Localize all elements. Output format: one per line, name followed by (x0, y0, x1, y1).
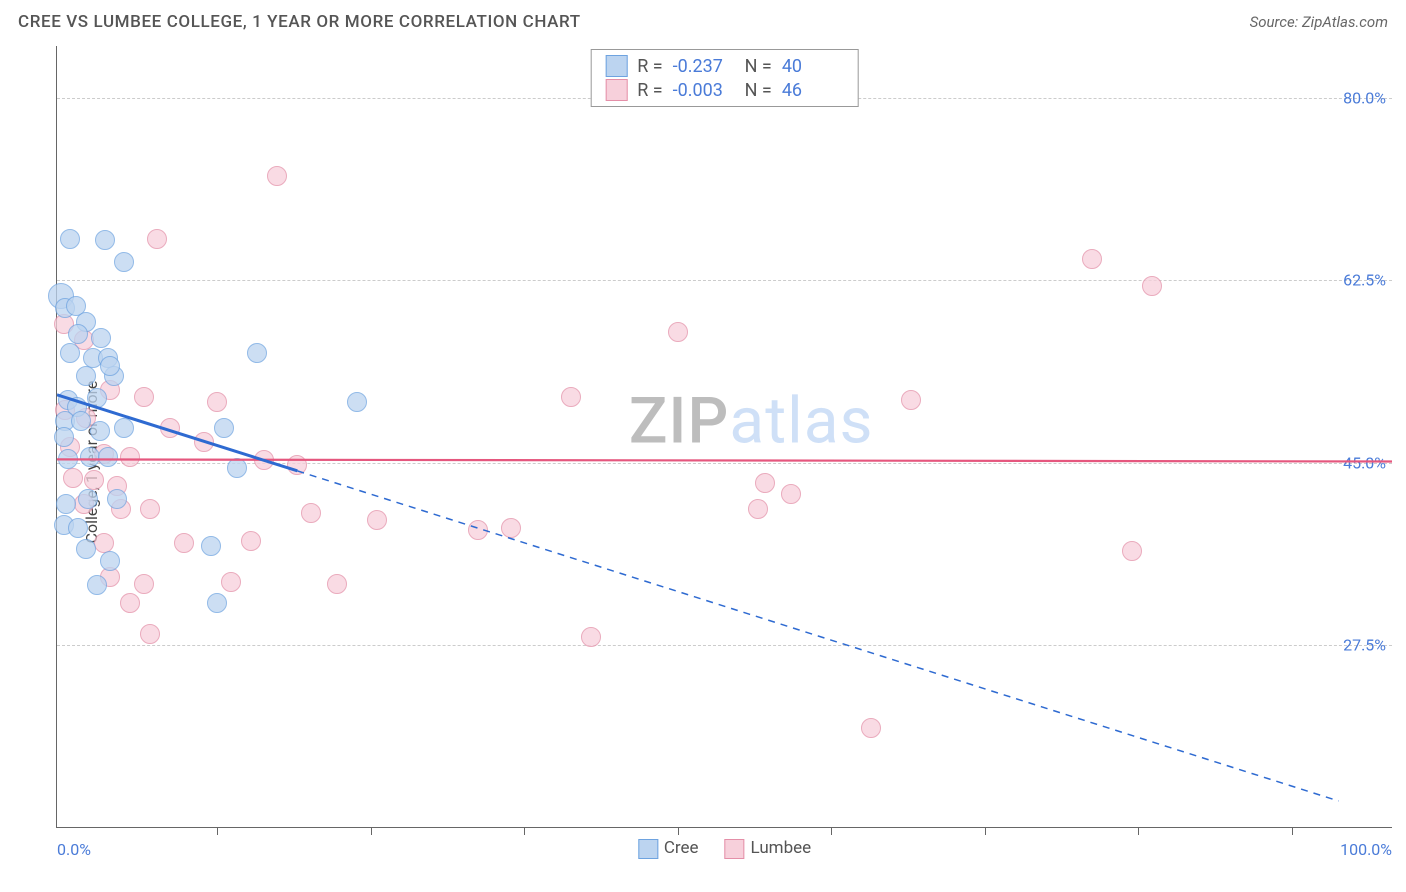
data-point (98, 447, 118, 467)
trendlines-layer (57, 46, 1392, 827)
legend-item-cree: Cree (638, 838, 699, 859)
legend-row-lumbee: R = -0.003 N = 46 (605, 78, 844, 102)
gridline (57, 645, 1392, 646)
y-tick-label: 62.5% (1343, 271, 1386, 290)
data-point (194, 432, 214, 452)
y-tick-label: 45.0% (1343, 453, 1386, 472)
data-point (748, 499, 768, 519)
x-tick (985, 827, 986, 835)
data-point (114, 252, 134, 272)
source-attribution: Source: ZipAtlas.com (1250, 13, 1388, 31)
x-tick (524, 827, 525, 835)
data-point (71, 411, 91, 431)
legend-swatch-lumbee (605, 79, 627, 101)
data-point (68, 518, 88, 538)
legend-swatch-lumbee-icon (725, 839, 745, 859)
data-point (327, 574, 347, 594)
x-tick (1292, 827, 1293, 835)
data-point (367, 510, 387, 530)
data-point (76, 539, 96, 559)
data-point (60, 229, 80, 249)
legend-item-lumbee: Lumbee (725, 838, 812, 859)
data-point (114, 418, 134, 438)
data-point (755, 473, 775, 493)
chart-container: College, 1 year or more ZIPatlas R = -0.… (18, 46, 1392, 878)
data-point (58, 449, 78, 469)
data-point (54, 427, 74, 447)
data-point (107, 489, 127, 509)
data-point (581, 627, 601, 647)
data-point (120, 593, 140, 613)
data-point (120, 447, 140, 467)
data-point (100, 551, 120, 571)
data-point (78, 489, 98, 509)
data-point (60, 343, 80, 363)
data-point (207, 392, 227, 412)
data-point (501, 518, 521, 538)
data-point (90, 421, 110, 441)
data-point (160, 418, 180, 438)
correlation-legend: R = -0.237 N = 40 R = -0.003 N = 46 (590, 49, 859, 107)
x-tick (217, 827, 218, 835)
legend-swatch-cree-icon (638, 839, 658, 859)
data-point (781, 484, 801, 504)
data-point (668, 322, 688, 342)
data-point (301, 503, 321, 523)
data-point (63, 468, 83, 488)
data-point (1142, 276, 1162, 296)
data-point (134, 574, 154, 594)
watermark: ZIPatlas (629, 383, 874, 458)
data-point (287, 455, 307, 475)
data-point (76, 366, 96, 386)
data-point (56, 494, 76, 514)
x-tick (831, 827, 832, 835)
data-point (1082, 249, 1102, 269)
data-point (214, 418, 234, 438)
data-point (95, 230, 115, 250)
data-point (140, 499, 160, 519)
data-point (84, 470, 104, 490)
data-point (561, 387, 581, 407)
x-tick (371, 827, 372, 835)
data-point (94, 533, 114, 553)
y-tick-label: 27.5% (1343, 635, 1386, 654)
data-point (87, 575, 107, 595)
data-point (861, 718, 881, 738)
legend-swatch-cree (605, 55, 627, 77)
data-point (247, 343, 267, 363)
data-point (468, 520, 488, 540)
gridline (57, 280, 1392, 281)
x-max-label: 100.0% (1340, 840, 1392, 859)
data-point (221, 572, 241, 592)
data-point (68, 324, 88, 344)
y-tick-label: 80.0% (1343, 89, 1386, 108)
data-point (347, 392, 367, 412)
x-tick (1138, 827, 1139, 835)
data-point (227, 458, 247, 478)
data-point (87, 388, 107, 408)
series-legend: Cree Lumbee (638, 838, 811, 859)
data-point (100, 356, 120, 376)
data-point (201, 536, 221, 556)
x-min-label: 0.0% (57, 840, 91, 859)
data-point (254, 450, 274, 470)
data-point (1122, 541, 1142, 561)
chart-title: CREE VS LUMBEE COLLEGE, 1 YEAR OR MORE C… (18, 12, 581, 32)
x-tick (678, 827, 679, 835)
data-point (901, 390, 921, 410)
data-point (174, 533, 194, 553)
data-point (147, 229, 167, 249)
plot-area: ZIPatlas R = -0.237 N = 40 R = -0.003 N … (56, 46, 1392, 828)
legend-row-cree: R = -0.237 N = 40 (605, 54, 844, 78)
data-point (140, 624, 160, 644)
data-point (267, 166, 287, 186)
data-point (207, 593, 227, 613)
data-point (134, 387, 154, 407)
data-point (91, 328, 111, 348)
data-point (241, 531, 261, 551)
